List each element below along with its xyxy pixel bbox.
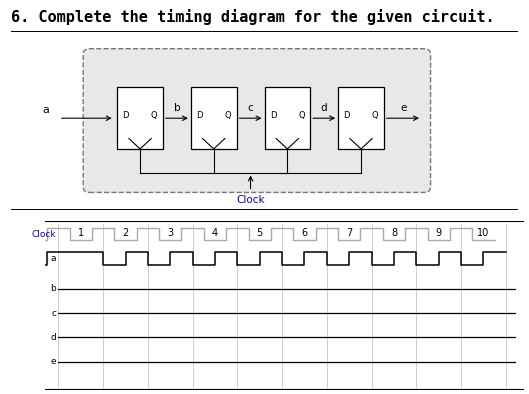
- Text: Q: Q: [151, 111, 158, 120]
- FancyBboxPatch shape: [83, 49, 431, 192]
- Text: 3: 3: [167, 228, 174, 238]
- Text: c: c: [51, 309, 56, 318]
- Text: 4: 4: [212, 228, 218, 238]
- Text: 7: 7: [346, 228, 352, 238]
- Text: 9: 9: [436, 228, 442, 238]
- Text: D: D: [343, 111, 350, 120]
- Text: e: e: [400, 103, 406, 113]
- Text: 1: 1: [78, 228, 84, 238]
- Text: D: D: [196, 111, 203, 120]
- Text: d: d: [50, 333, 56, 342]
- Text: Q: Q: [372, 111, 379, 120]
- Text: Q: Q: [225, 111, 231, 120]
- Text: b: b: [174, 103, 180, 113]
- Bar: [191, 87, 236, 149]
- Text: 10: 10: [477, 228, 489, 238]
- Text: 6: 6: [302, 228, 307, 238]
- Text: c: c: [248, 103, 253, 113]
- Text: Clock: Clock: [236, 195, 265, 204]
- Bar: [338, 87, 384, 149]
- Text: Clock: Clock: [32, 230, 56, 239]
- Text: D: D: [123, 111, 129, 120]
- Text: 2: 2: [122, 228, 129, 238]
- Bar: [117, 87, 163, 149]
- Text: 5: 5: [257, 228, 263, 238]
- Text: D: D: [270, 111, 276, 120]
- Text: a: a: [43, 105, 50, 115]
- Text: d: d: [321, 103, 327, 113]
- Text: 6. Complete the timing diagram for the given circuit.: 6. Complete the timing diagram for the g…: [11, 9, 494, 25]
- Bar: [264, 87, 310, 149]
- Text: b: b: [50, 284, 56, 294]
- Text: Q: Q: [298, 111, 305, 120]
- Text: e: e: [51, 357, 56, 366]
- Text: 8: 8: [391, 228, 397, 238]
- Text: a: a: [51, 254, 56, 263]
